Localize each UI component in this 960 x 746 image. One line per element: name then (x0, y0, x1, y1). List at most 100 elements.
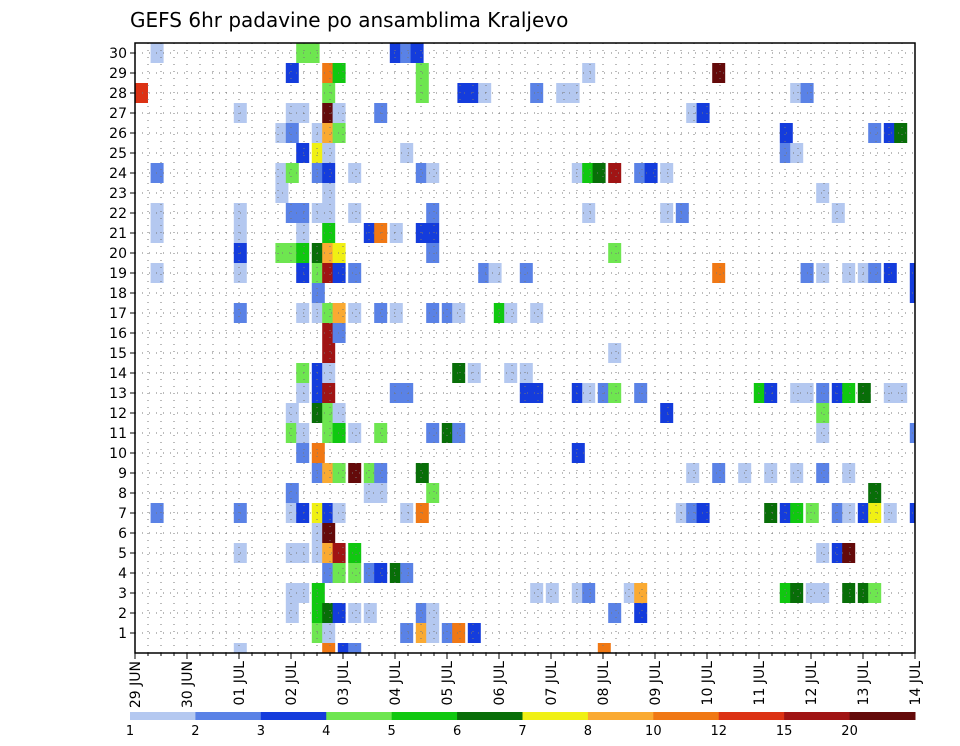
data-cell (150, 163, 164, 183)
y-tick-label: 3 (118, 586, 127, 602)
data-cell (868, 263, 882, 283)
data-cell (337, 643, 351, 653)
data-cell (696, 103, 710, 123)
data-cell (275, 183, 289, 203)
data-cell (285, 503, 299, 523)
data-cell (504, 363, 518, 383)
data-cell (426, 483, 440, 503)
data-cell (883, 383, 897, 403)
colorbar-label: 3 (257, 724, 265, 739)
data-cell (150, 223, 164, 243)
data-cell (322, 223, 336, 243)
grid-lines (134, 43, 915, 653)
data-cell (296, 543, 310, 563)
x-tick-label: 06 JUL (492, 661, 508, 706)
y-axis: 1234567891011121314151617181920212223242… (109, 46, 135, 642)
colorbar-label: 7 (518, 724, 526, 739)
data-cell (566, 83, 580, 103)
data-cell (634, 603, 648, 623)
data-cell (285, 243, 299, 263)
data-cell (348, 263, 362, 283)
data-cell (332, 603, 346, 623)
data-cell (311, 303, 325, 323)
data-cell (311, 623, 325, 643)
data-cell (296, 423, 310, 443)
data-cell (311, 243, 325, 263)
data-cell (608, 343, 622, 363)
colorbar-label: 20 (841, 724, 858, 739)
data-cell (348, 423, 362, 443)
data-cell (311, 463, 325, 483)
data-cell (285, 163, 299, 183)
data-cell (322, 423, 336, 443)
data-cell (150, 203, 164, 223)
colorbar-segment (784, 712, 851, 720)
data-cell (608, 163, 622, 183)
colorbar-label: 1 (126, 724, 134, 739)
data-cell (426, 303, 440, 323)
data-cell (285, 103, 299, 123)
data-cell (285, 483, 299, 503)
data-cell (332, 563, 346, 583)
x-tick-label: 03 JUL (336, 661, 352, 706)
y-tick-label: 4 (118, 566, 127, 582)
data-cell (322, 183, 336, 203)
data-cell (275, 123, 289, 143)
data-cell (868, 583, 882, 603)
data-cell (519, 363, 533, 383)
y-tick-label: 22 (109, 206, 127, 222)
y-tick-label: 19 (109, 266, 127, 282)
data-cell (805, 583, 819, 603)
data-cell (478, 83, 492, 103)
data-cell (311, 603, 325, 623)
data-cell (275, 163, 289, 183)
data-cell (883, 503, 897, 523)
data-cell (457, 83, 471, 103)
data-cell (322, 343, 336, 363)
y-tick-label: 6 (118, 526, 127, 542)
data-cell (686, 503, 700, 523)
data-cell (311, 583, 325, 603)
data-cell (322, 363, 336, 383)
data-cell (322, 243, 336, 263)
data-cell (582, 383, 596, 403)
data-cell (322, 123, 336, 143)
data-cell (530, 583, 544, 603)
data-cell (363, 603, 377, 623)
data-cell (296, 443, 310, 463)
data-cell (712, 463, 726, 483)
data-cell (150, 263, 164, 283)
data-cell (805, 503, 819, 523)
x-tick-label: 14 JUL (908, 661, 924, 706)
data-cell (150, 503, 164, 523)
data-cell (363, 483, 377, 503)
data-cell (675, 203, 689, 223)
x-tick-label: 11 JUL (752, 661, 768, 706)
data-cell (831, 543, 845, 563)
y-tick-label: 7 (118, 506, 127, 522)
data-cell (894, 383, 908, 403)
x-tick-label: 30 JUN (180, 661, 196, 708)
data-cell (868, 503, 882, 523)
data-cell (790, 463, 804, 483)
y-tick-label: 20 (109, 246, 127, 262)
data-cell (842, 503, 856, 523)
data-cell (467, 623, 481, 643)
colorbar-segment (326, 712, 393, 720)
y-tick-label: 12 (109, 406, 127, 422)
data-cell (493, 303, 507, 323)
data-cell (842, 263, 856, 283)
data-cell (868, 123, 882, 143)
data-cell (441, 623, 455, 643)
y-tick-label: 29 (109, 66, 127, 82)
data-cell (608, 383, 622, 403)
y-tick-label: 17 (109, 306, 127, 322)
y-tick-label: 8 (118, 486, 127, 502)
y-tick-label: 18 (109, 286, 127, 302)
colorbar-segment (587, 712, 654, 720)
data-cell (816, 463, 830, 483)
data-cell (332, 103, 346, 123)
data-cell (582, 583, 596, 603)
x-tick-label: 04 JUL (388, 661, 404, 706)
data-cell (285, 583, 299, 603)
